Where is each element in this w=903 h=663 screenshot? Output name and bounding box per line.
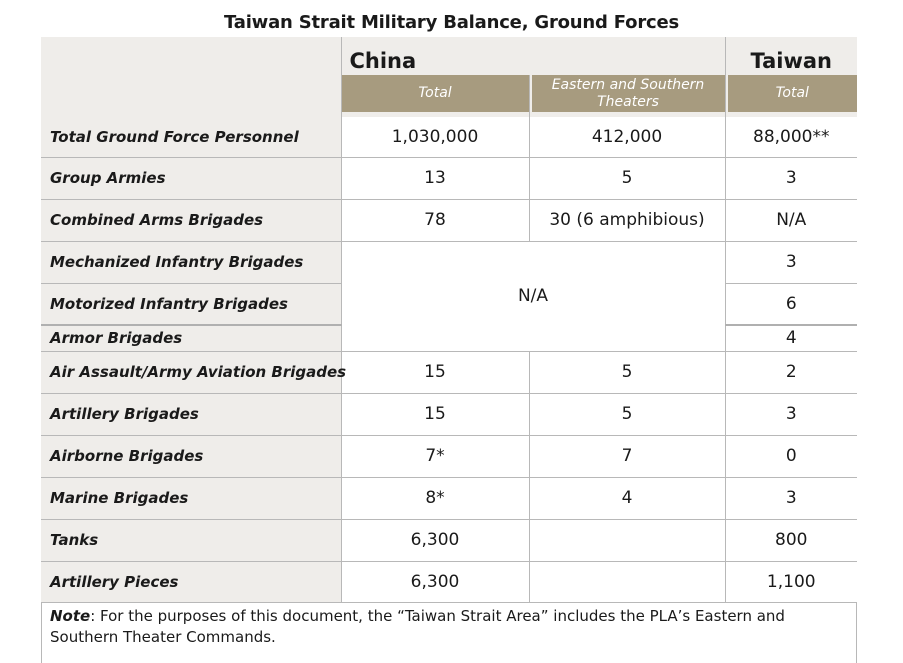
table-row: Combined Arms Brigades 78 30 (6 amphibio… bbox=[41, 199, 857, 242]
row-label: Artillery Brigades bbox=[41, 393, 342, 436]
note-text: : For the purposes of this document, the… bbox=[50, 606, 785, 646]
taiwan-value: 3 bbox=[725, 393, 857, 436]
taiwan-value: 3 bbox=[725, 477, 857, 520]
taiwan-value: 800 bbox=[725, 519, 857, 562]
header-blank bbox=[41, 37, 342, 117]
theaters-value bbox=[529, 561, 726, 603]
china-total-value: 6,300 bbox=[341, 519, 530, 562]
header-theaters-cell: Eastern and Southern Theaters bbox=[529, 75, 726, 117]
theaters-value: 412,000 bbox=[529, 117, 726, 158]
row-label: Total Ground Force Personnel bbox=[41, 117, 342, 158]
table-row: Artillery Brigades 15 5 3 bbox=[41, 393, 857, 436]
row-label: Combined Arms Brigades bbox=[41, 199, 342, 242]
table-title: Taiwan Strait Military Balance, Ground F… bbox=[224, 12, 679, 33]
china-total-value: 15 bbox=[341, 393, 530, 436]
taiwan-value: N/A bbox=[725, 199, 857, 242]
theaters-value: 4 bbox=[529, 477, 726, 520]
table-row: Total Ground Force Personnel 1,030,000 4… bbox=[41, 117, 857, 158]
table-row: Mechanized Infantry Brigades N/A 3 bbox=[41, 241, 857, 352]
row-label: Air Assault/Army Aviation Brigades bbox=[41, 351, 346, 394]
table-row: Marine Brigades 8* 4 3 bbox=[41, 477, 857, 520]
header-china-total-cell: Total bbox=[341, 75, 530, 117]
theaters-value: 5 bbox=[529, 393, 726, 436]
china-total-value: 13 bbox=[341, 157, 530, 200]
header-china: China bbox=[341, 37, 726, 75]
row-label: Motorized Infantry Brigades bbox=[41, 283, 342, 326]
table-row: Tanks 6,300 800 bbox=[41, 519, 857, 562]
china-total-value: 1,030,000 bbox=[341, 117, 530, 158]
table-row: Group Armies 13 5 3 bbox=[41, 157, 857, 200]
header-china-total: Total bbox=[341, 75, 529, 112]
china-total-value: 7* bbox=[341, 435, 530, 478]
taiwan-value: 6 bbox=[725, 283, 857, 326]
row-label: Tanks bbox=[41, 519, 342, 562]
merged-na-value: N/A bbox=[341, 241, 726, 352]
china-total-value: 8* bbox=[341, 477, 530, 520]
row-label: Marine Brigades bbox=[41, 477, 342, 520]
table-note: Note: For the purposes of this document,… bbox=[41, 602, 857, 654]
header-taiwan-total-cell: Total bbox=[725, 75, 857, 117]
row-label: Group Armies bbox=[41, 157, 342, 200]
table-row: Armor Brigades 4 bbox=[41, 325, 857, 352]
theaters-value bbox=[529, 519, 726, 562]
theaters-value: 7 bbox=[529, 435, 726, 478]
china-total-value: 6,300 bbox=[341, 561, 530, 603]
theaters-value: 5 bbox=[529, 157, 726, 200]
taiwan-value: 2 bbox=[725, 351, 857, 394]
theaters-value: 5 bbox=[529, 351, 726, 394]
taiwan-value: 0 bbox=[725, 435, 857, 478]
row-label: Mechanized Infantry Brigades bbox=[41, 241, 342, 284]
note-label: Note bbox=[50, 606, 91, 625]
table-row: Motorized Infantry Brigades 6 bbox=[41, 283, 857, 326]
theaters-value: 30 (6 amphibious) bbox=[529, 199, 726, 242]
ground-forces-table: China Taiwan Total Eastern and Southern … bbox=[41, 37, 857, 654]
row-label: Armor Brigades bbox=[41, 325, 342, 352]
taiwan-value: 88,000** bbox=[725, 117, 857, 158]
china-total-value: 15 bbox=[341, 351, 530, 394]
china-total-value: 78 bbox=[341, 199, 530, 242]
header-theaters: Eastern and Southern Theaters bbox=[531, 75, 725, 112]
table-row: Air Assault/Army Aviation Brigades 15 5 … bbox=[41, 351, 857, 394]
taiwan-value: 1,100 bbox=[725, 561, 857, 603]
row-label: Artillery Pieces bbox=[41, 561, 342, 603]
row-label: Airborne Brigades bbox=[41, 435, 342, 478]
taiwan-value: 3 bbox=[725, 241, 857, 284]
header-taiwan: Taiwan bbox=[725, 37, 857, 75]
table-row: Airborne Brigades 7* 7 0 bbox=[41, 435, 857, 478]
taiwan-value: 3 bbox=[725, 157, 857, 200]
table-row: Artillery Pieces 6,300 1,100 bbox=[41, 561, 857, 603]
taiwan-value: 4 bbox=[725, 325, 857, 352]
header-taiwan-total: Total bbox=[727, 75, 857, 112]
